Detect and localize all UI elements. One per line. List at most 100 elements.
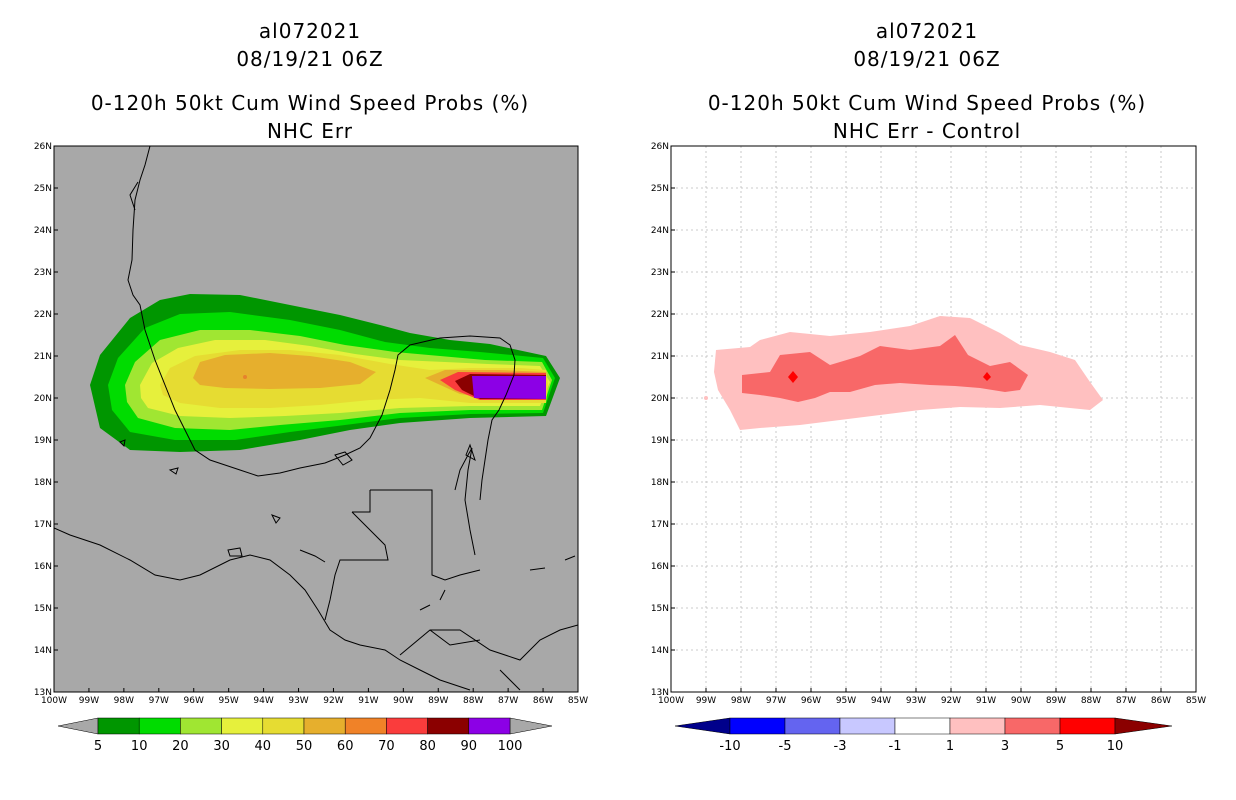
diff-3-to-5-contour bbox=[742, 335, 1028, 402]
lon-label: 95W bbox=[218, 696, 238, 706]
lon-label: 85W bbox=[1186, 696, 1206, 706]
lat-label: 22N bbox=[651, 310, 669, 320]
lon-label: 89W bbox=[1046, 696, 1066, 706]
lake-islands bbox=[227, 443, 476, 563]
colorbar-label: 90 bbox=[461, 739, 478, 754]
lat-label: 23N bbox=[34, 268, 52, 278]
lat-label: 15N bbox=[34, 604, 52, 614]
lon-label: 91W bbox=[976, 696, 996, 706]
colorbar-swatch bbox=[303, 717, 346, 735]
lat-label: 18N bbox=[651, 478, 669, 488]
diff-5-to-10-spot-b bbox=[983, 372, 991, 381]
colorbar-label: 1 bbox=[946, 739, 954, 754]
lon-label: 94W bbox=[871, 696, 891, 706]
lon-label: 96W bbox=[801, 696, 821, 706]
lat-label: 17N bbox=[651, 520, 669, 530]
pacific-coast bbox=[54, 527, 471, 691]
lat-label: 16N bbox=[651, 562, 669, 572]
lon-label: 98W bbox=[731, 696, 751, 706]
lon-label: 96W bbox=[184, 696, 204, 706]
lon-label: 99W bbox=[79, 696, 99, 706]
lat-label: 20N bbox=[34, 394, 52, 404]
colorbar-label: -3 bbox=[834, 739, 847, 754]
lon-label: 88W bbox=[463, 696, 483, 706]
lon-label: 86W bbox=[533, 696, 553, 706]
colorbar-swatch bbox=[344, 717, 387, 735]
right-gridlines bbox=[671, 146, 1196, 692]
colorbar-swatch bbox=[386, 717, 428, 735]
colorbar-low-arrow bbox=[674, 717, 731, 735]
lat-label: 24N bbox=[34, 226, 52, 236]
right-product-title: 0-120h 50kt Cum Wind Speed Probs (%) bbox=[707, 91, 1147, 115]
colorbar-swatch bbox=[427, 717, 470, 735]
left-lat-labels: 26N 25N 24N 23N 22N 21N 20N 19N 18N 17N 16N 15N 14N 1… bbox=[34, 142, 58, 698]
lon-label: 88W bbox=[1081, 696, 1101, 706]
colorbar-swatch bbox=[784, 717, 841, 735]
colorbar-swatch bbox=[839, 717, 896, 735]
lat-label: 26N bbox=[651, 142, 669, 152]
colorbar-label: -10 bbox=[719, 739, 740, 754]
colorbar-label: 60 bbox=[337, 739, 354, 754]
colorbar-label: 70 bbox=[378, 739, 395, 754]
right-colorbar: -10 -5 -3 -1 1 3 5 10 bbox=[674, 717, 1173, 754]
colorbar-label: 5 bbox=[94, 739, 102, 754]
lat-label: 25N bbox=[651, 184, 669, 194]
lon-label: 85W bbox=[568, 696, 588, 706]
lon-label: 93W bbox=[906, 696, 926, 706]
colorbar-swatch bbox=[894, 717, 951, 735]
colorbar-swatch bbox=[138, 717, 181, 735]
right-lon-labels: 100W 99W 98W 97W 96W 95W 94W 93W 92W 91W 90W 89W 88W… bbox=[658, 688, 1206, 706]
left-product-title: 0-120h 50kt Cum Wind Speed Probs (%) bbox=[90, 91, 530, 115]
colorbar-swatch bbox=[468, 717, 511, 735]
lon-label: 90W bbox=[393, 696, 413, 706]
colorbar-label: 10 bbox=[1107, 739, 1124, 754]
colorbar-label: -5 bbox=[779, 739, 792, 754]
left-colorbar-low-arrow bbox=[57, 717, 99, 735]
colorbar-swatch bbox=[180, 717, 222, 735]
right-difference-contours bbox=[704, 316, 1103, 430]
lat-label: 14N bbox=[34, 646, 52, 656]
left-map-panel: 26N 25N 24N 23N 22N 21N 20N 19N 18N 17N 16N 15N 14N 1… bbox=[34, 142, 588, 706]
left-coastlines bbox=[54, 146, 578, 691]
lon-label: 99W bbox=[696, 696, 716, 706]
border-mexico-guatemala bbox=[370, 489, 481, 581]
colorbar-label: 40 bbox=[255, 739, 272, 754]
lat-label: 13N bbox=[651, 688, 669, 698]
right-lat-labels: 26N 25N 24N 23N 22N 21N 20N 19N 18N 17N 16N 15N 14N 1… bbox=[651, 142, 675, 698]
lat-label: 15N bbox=[651, 604, 669, 614]
lon-label: 95W bbox=[836, 696, 856, 706]
central-america-borders bbox=[399, 624, 578, 691]
colorbar-swatch bbox=[262, 717, 305, 735]
lat-label: 21N bbox=[651, 352, 669, 362]
lon-label: 89W bbox=[428, 696, 448, 706]
colorbar-label: 5 bbox=[1056, 739, 1064, 754]
lat-label: 13N bbox=[34, 688, 52, 698]
lat-label: 26N bbox=[34, 142, 52, 152]
colorbar-swatch bbox=[221, 717, 264, 735]
lon-label: 90W bbox=[1011, 696, 1031, 706]
colorbar-label: 30 bbox=[213, 739, 230, 754]
left-map-frame bbox=[53, 145, 579, 693]
lat-label: 20N bbox=[651, 394, 669, 404]
colorbar-swatch bbox=[729, 717, 786, 735]
gulf-small-islands bbox=[119, 439, 179, 475]
lat-label: 25N bbox=[34, 184, 52, 194]
right-datetime: 08/19/21 06Z bbox=[853, 47, 1001, 71]
colorbar-swatch bbox=[949, 717, 1006, 735]
lon-label: 100W bbox=[41, 696, 67, 706]
lon-label: 87W bbox=[498, 696, 518, 706]
lat-label: 19N bbox=[34, 436, 52, 446]
colorbar-label: 80 bbox=[419, 739, 436, 754]
lon-label: 92W bbox=[941, 696, 961, 706]
right-map-frame bbox=[670, 145, 1197, 693]
lat-label: 22N bbox=[34, 310, 52, 320]
lat-label: 23N bbox=[651, 268, 669, 278]
left-lon-labels: 100W 99W 98W 97W 96W 95W 94W 93W 92W 91W 90W 89W 88W… bbox=[41, 688, 588, 706]
colorbar-swatch bbox=[1059, 717, 1116, 735]
colorbar-swatch bbox=[97, 717, 140, 735]
gulf-coast-mexico bbox=[127, 146, 516, 501]
border-usa-mexico bbox=[129, 181, 139, 211]
colorbar-label: 20 bbox=[172, 739, 189, 754]
lon-label: 97W bbox=[149, 696, 169, 706]
